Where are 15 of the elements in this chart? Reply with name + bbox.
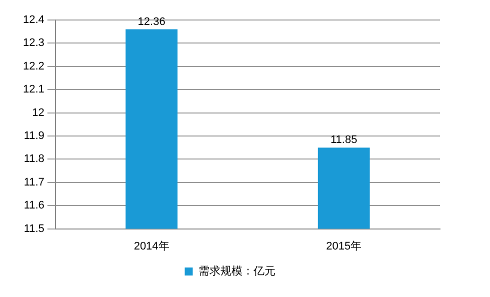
y-tick-label: 12.3 [22,37,44,50]
data-label: 11.85 [330,134,358,146]
y-tick-label: 11.7 [24,176,44,188]
y-tick-label: 11.6 [24,200,44,212]
y-tick-label: 11.8 [24,153,44,166]
data-label: 12.36 [138,16,166,28]
x-tick-label: 2015年 [326,240,362,252]
y-tick-label: 12.2 [22,60,44,72]
y-tick-label: 12.1 [22,84,44,96]
y-tick-label: 11.9 [24,130,44,142]
x-tick-label: 2014年 [134,240,170,252]
y-tick-label: 11.5 [24,222,44,235]
y-tick-label: 12.4 [22,14,44,26]
y-tick-label: 12 [32,106,44,119]
legend-label: 需求规模：亿元 [198,264,276,278]
